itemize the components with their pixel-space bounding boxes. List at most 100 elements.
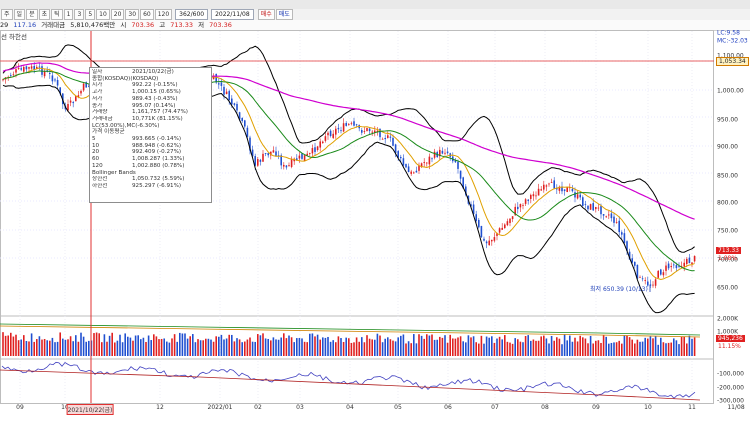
interval-10-button[interactable]: 10 xyxy=(96,9,110,20)
volume-bar xyxy=(418,334,420,356)
volume-bar xyxy=(30,333,33,356)
volume-bar xyxy=(10,332,12,356)
date-tick: 07 xyxy=(491,404,499,411)
candle-body xyxy=(524,199,527,204)
change-value: 117.16 xyxy=(13,21,37,29)
volume-bar xyxy=(472,336,475,356)
volume-bar xyxy=(537,340,540,356)
interval-3-button[interactable]: 3 xyxy=(74,9,85,20)
volume-bar xyxy=(111,332,113,356)
volume-bar xyxy=(176,341,178,356)
volume-bar xyxy=(98,333,100,356)
volume-bar xyxy=(608,343,610,356)
data-count-field[interactable]: 362/600 xyxy=(175,9,209,20)
candle-body xyxy=(319,141,321,148)
volume-bar xyxy=(426,334,428,356)
candle-body xyxy=(514,206,516,216)
interval-30-button[interactable]: 30 xyxy=(125,9,140,20)
buy-button[interactable]: 매수 xyxy=(257,9,275,20)
candle-body xyxy=(691,262,693,265)
candle-body xyxy=(348,124,350,126)
tooltip-key: 60 xyxy=(92,156,100,163)
period-tick-button[interactable]: 틱 xyxy=(51,9,63,20)
candle-body xyxy=(563,189,566,191)
tooltip-value: 2021/10/22(금) xyxy=(132,69,174,75)
candle-body xyxy=(285,165,288,168)
sell-button[interactable]: 매도 xyxy=(275,9,293,20)
candle-body xyxy=(602,214,605,216)
interval-5-button[interactable]: 5 xyxy=(85,9,96,20)
interval-60-button[interactable]: 60 xyxy=(140,9,154,20)
candle-body xyxy=(270,151,272,156)
osc-tick: -100,000 xyxy=(717,370,744,378)
volume-bar xyxy=(12,336,15,356)
interval-20-button[interactable]: 20 xyxy=(110,9,125,20)
candle-body xyxy=(366,127,368,131)
volume-bar xyxy=(103,334,106,356)
interval-120-button[interactable]: 120 xyxy=(154,9,173,20)
candle-body xyxy=(618,220,620,233)
tooltip-key: 시가 xyxy=(92,82,103,89)
volume-bar xyxy=(626,335,628,356)
candle-body xyxy=(654,279,657,286)
candle-body xyxy=(465,186,467,195)
period-day-button[interactable]: 일 xyxy=(13,9,26,20)
tooltip-key: 종합(KOSDAQ)(KOSDAQ) xyxy=(92,75,159,82)
candle-body xyxy=(223,86,225,95)
period-week-button[interactable]: 주 xyxy=(1,9,13,20)
volume-bar xyxy=(15,334,17,356)
volume-bar xyxy=(244,341,246,356)
volume-bar xyxy=(384,338,386,356)
volume-tick: 1,000K xyxy=(717,328,739,336)
tooltip-row: 가격 이동평균 xyxy=(92,129,209,136)
period-minute-button[interactable]: 분 xyxy=(26,9,38,20)
candle-body xyxy=(262,153,264,162)
date-field[interactable]: 2022/11/08 xyxy=(211,9,254,20)
candle-body xyxy=(660,269,662,275)
candle-body xyxy=(446,151,449,154)
volume-bar xyxy=(413,334,415,356)
price-tick: 850.00 xyxy=(717,172,738,180)
candle-body xyxy=(376,130,379,133)
volume-ma-line xyxy=(0,323,701,336)
tooltip-key: 120 xyxy=(92,162,103,169)
candle-body xyxy=(493,237,496,241)
candle-body xyxy=(249,137,251,151)
volume-bar xyxy=(319,339,321,356)
volume-bar xyxy=(488,337,490,356)
volume-bar xyxy=(332,340,334,356)
volume-bar xyxy=(670,342,672,356)
interval-1-button[interactable]: 1 xyxy=(63,9,74,20)
candle-body xyxy=(683,262,685,267)
candle-body xyxy=(306,153,308,156)
tooltip-value: 995.07 (0.14%) xyxy=(132,102,176,109)
candle-body xyxy=(17,68,20,69)
candle-body xyxy=(337,127,340,130)
volume-bar xyxy=(457,337,459,356)
tooltip-key: 거래대금 xyxy=(92,115,113,122)
period-second-button[interactable]: 초 xyxy=(38,9,51,20)
tooltip-value: 992.409 (-0.27%) xyxy=(132,149,182,156)
volume-bar xyxy=(480,335,483,356)
candle-body xyxy=(693,255,696,262)
volume-bar xyxy=(270,340,272,356)
volume-bar xyxy=(186,338,189,356)
tooltip-value: 988.948 (-0.62%) xyxy=(132,142,182,149)
volume-bar xyxy=(46,340,48,356)
candle-body xyxy=(254,156,256,166)
volume-bar xyxy=(28,341,30,356)
candle-body xyxy=(480,225,483,237)
candle-body xyxy=(504,224,506,229)
candle-body xyxy=(381,138,384,140)
volume-bar xyxy=(249,337,251,356)
volume-bar xyxy=(444,335,446,356)
volume-bar xyxy=(108,335,111,356)
candle-body xyxy=(335,128,337,135)
tooltip-key: 상한선 xyxy=(92,176,108,183)
volume-bar xyxy=(215,336,217,356)
cursor-date-label: 2021/10/22(금) xyxy=(66,404,114,415)
volume-bar xyxy=(509,342,511,356)
osc-tick: -300,000 xyxy=(717,397,744,405)
candle-body xyxy=(545,185,548,187)
